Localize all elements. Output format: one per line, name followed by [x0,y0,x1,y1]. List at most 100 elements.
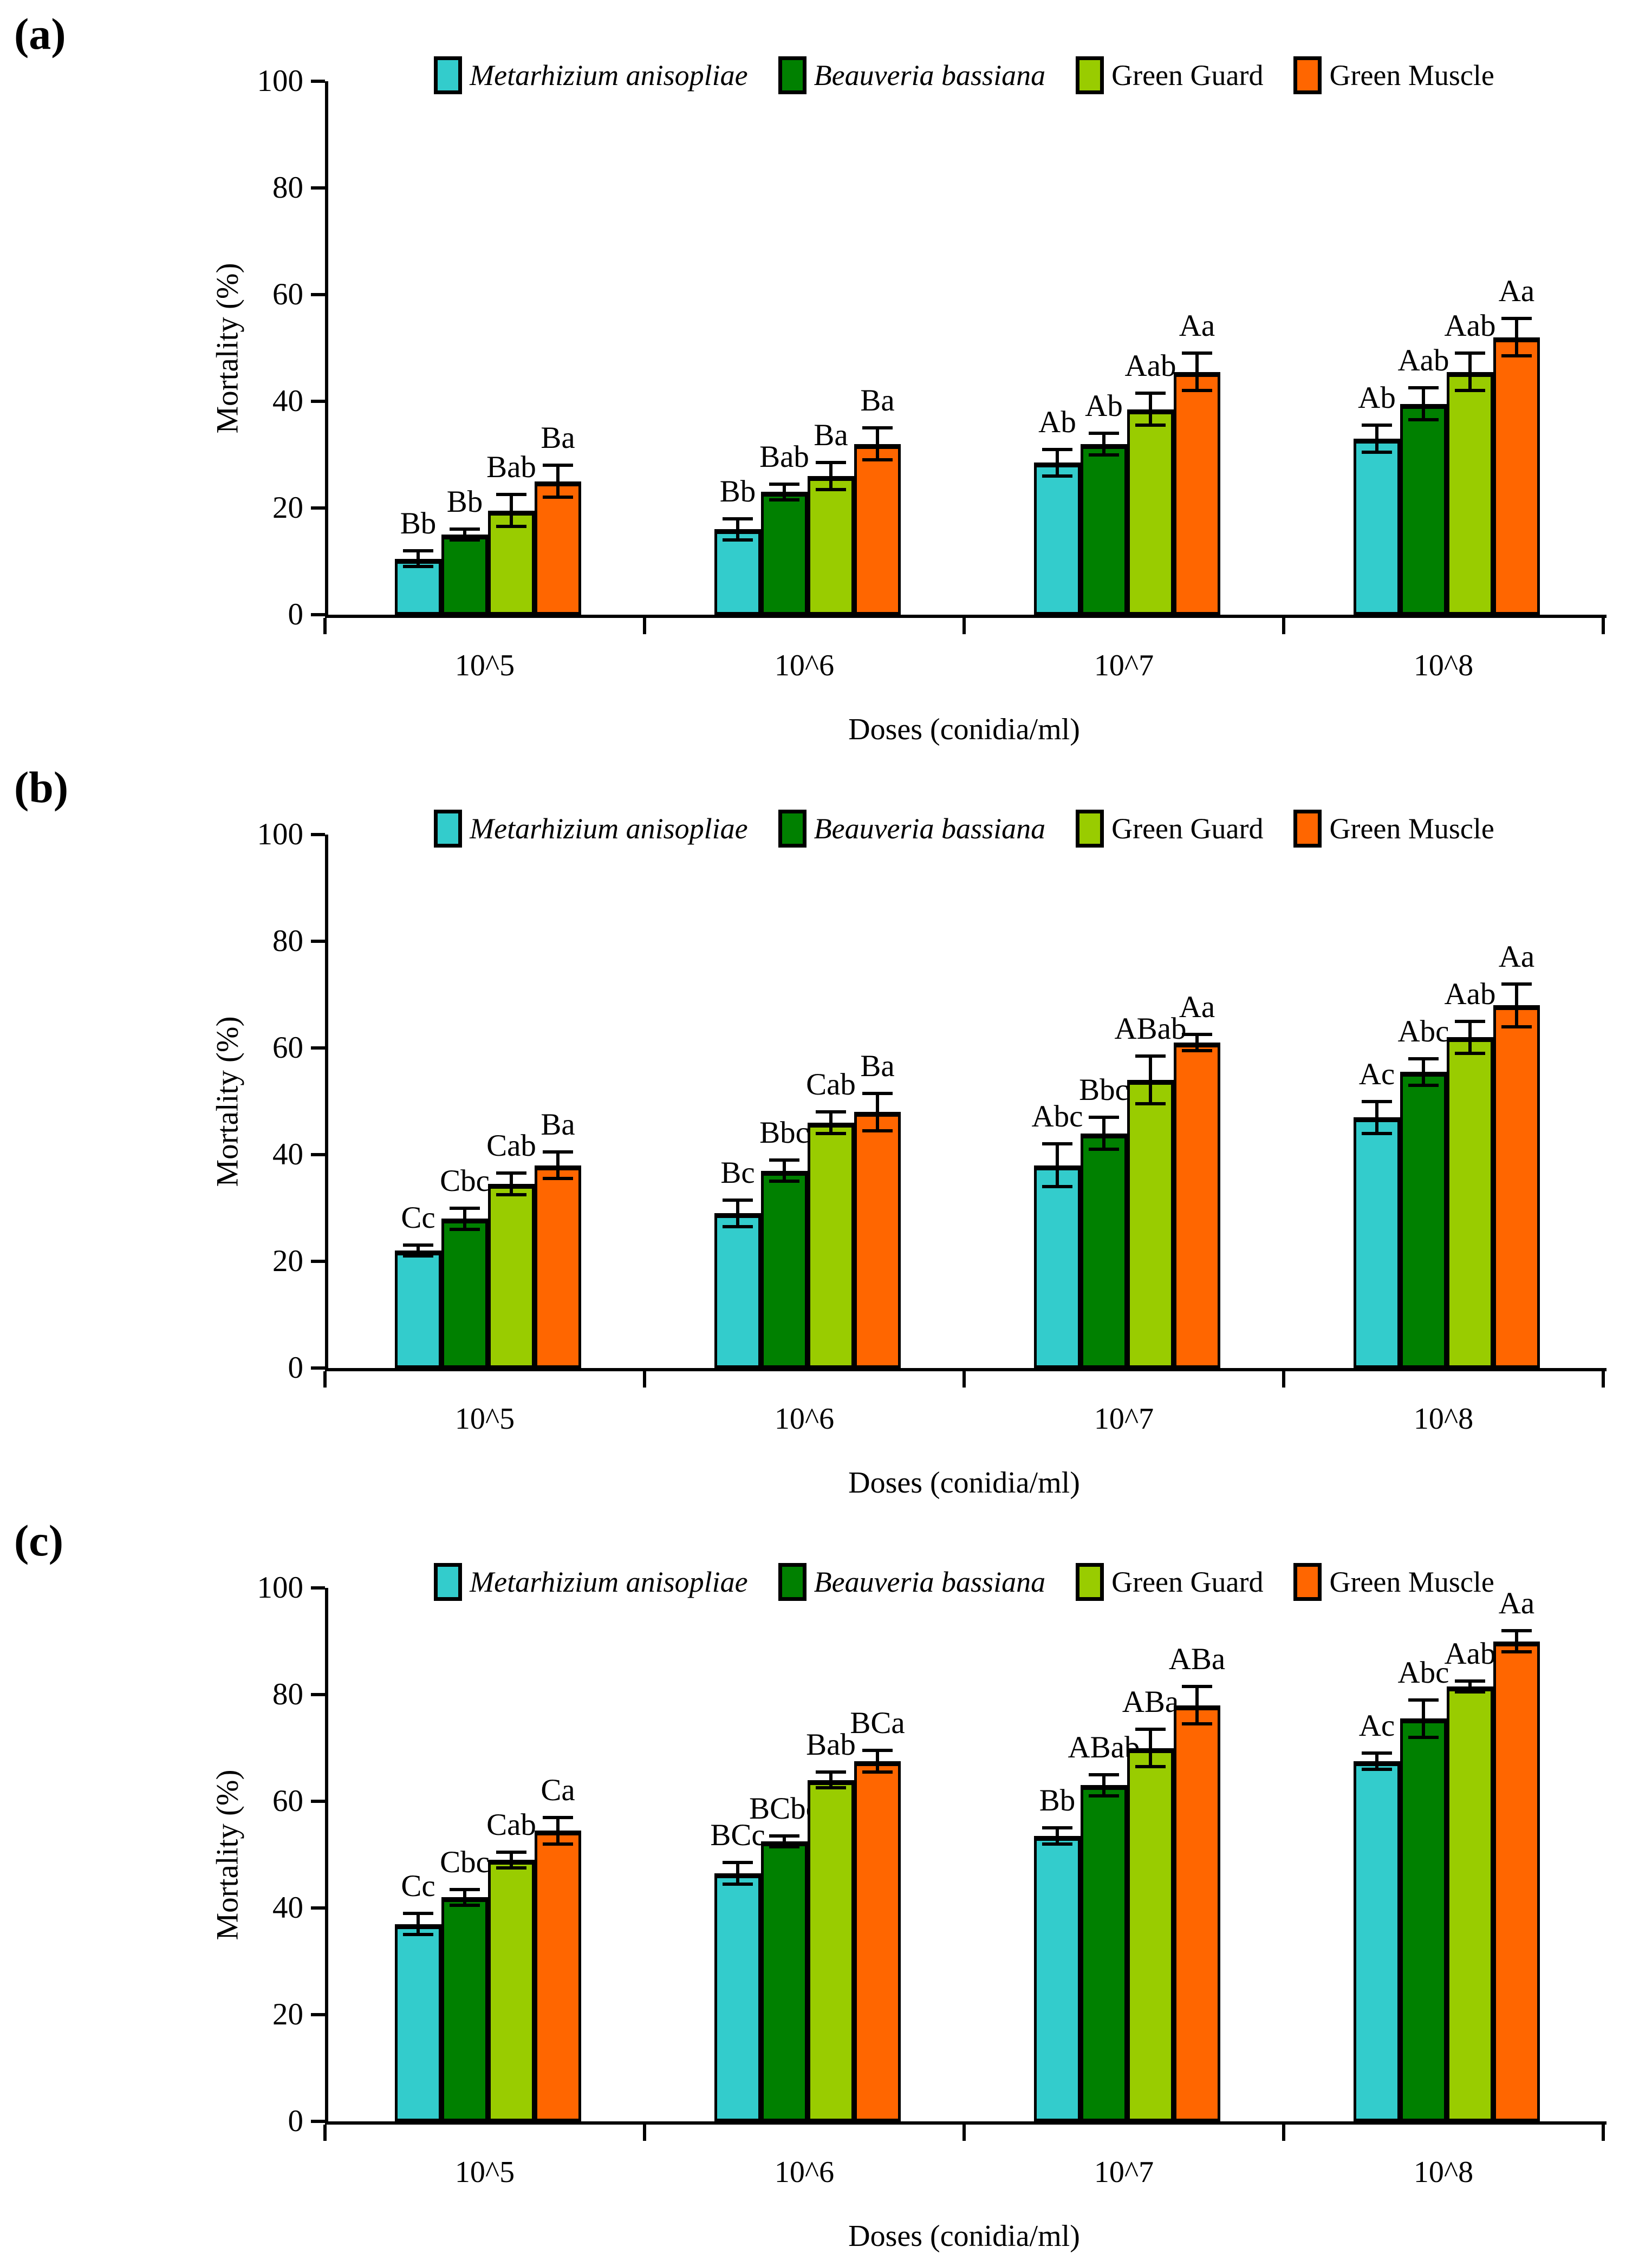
y-tick-mark [311,940,325,943]
error-bar-line [736,1200,739,1227]
bar [1127,1748,1174,2121]
error-bar-cap [450,1904,480,1907]
error-bar-cap [543,1177,573,1181]
error-bar-cap [1182,389,1212,393]
x-tick-label: 10^6 [774,649,835,682]
sig-label: Bb [719,474,756,509]
sig-label: Cab [486,1807,536,1842]
plot-area: Bb Bb Bab Ba Bb Bab Ba Ba Ab Ab Aab Aa Ab Aab Aab Aa [325,81,1607,618]
error-bar-line [1102,1774,1105,1796]
error-bar-cap [1089,1148,1119,1151]
legend-item: Green Muscle [1293,56,1494,94]
y-tick-label: 60 [272,277,303,311]
x-tick-mark [962,1371,966,1388]
x-tick-label: 10^6 [774,2155,835,2189]
legend-swatch-icon [778,810,807,848]
legend-label: Beauveria bassiana [814,812,1046,845]
legend-item: Green Guard [1076,56,1263,94]
x-axis-title: Doses (conidia/ml) [848,713,1080,746]
error-bar-line [1375,425,1378,452]
error-bar-cap [1501,982,1532,986]
panel-letter-a: (a) [14,9,66,58]
error-bar-line [783,1836,786,1847]
plot-area: Cc Cbc Cab Ba Bc Bbc Cab Ba Abc Bbc ABab Aa Ac Abc Aab… [325,835,1607,1371]
error-bar-line [1515,984,1518,1027]
error-bar-cap [1501,1025,1532,1028]
legend-label: Metarhizium anisopliae [470,59,748,92]
legend-swatch-icon [1293,56,1322,94]
sig-label: Aab [1444,309,1496,343]
error-bar-line [1056,449,1059,476]
legend-swatch-icon [1293,810,1322,848]
sig-label: Ba [814,418,848,453]
error-bar-cap [1182,351,1212,355]
error-bar-cap [1408,418,1439,422]
bar [1493,1005,1540,1368]
x-tick-mark [1282,2125,1285,2141]
error-bar-line [417,1245,420,1256]
y-tick-label: 0 [288,1351,304,1385]
bar [854,444,901,615]
sig-label: ABab [1114,1011,1187,1046]
y-tick-label: 100 [257,64,304,98]
error-bar-cap [816,1131,846,1135]
sig-label: Bbc [759,1115,809,1150]
error-bar-line [1422,1058,1425,1085]
bar [714,1873,761,2121]
y-tick-label: 80 [272,924,303,958]
sig-label: Aab [1444,976,1496,1011]
error-bar-cap [816,1770,846,1774]
error-bar-line [829,463,832,490]
y-tick-mark [311,1693,325,1696]
error-bar-cap [1182,1033,1212,1037]
bar [1400,1072,1447,1368]
legend-label: Beauveria bassiana [814,59,1046,92]
error-bar-line [463,1208,466,1229]
bar [535,1831,581,2121]
error-bar-cap [543,1815,573,1819]
y-tick-label: 60 [272,1031,303,1065]
panel-letter-c: (c) [14,1516,64,1565]
x-tick-mark [643,1371,646,1388]
y-tick-mark [311,1800,325,1803]
error-bar-cap [816,487,846,491]
sig-label: Cbc [440,1845,490,1879]
sig-label: Ca [541,1773,575,1807]
bar [1081,444,1127,615]
error-bar-line [1149,393,1152,426]
error-bar-line [1515,318,1518,356]
x-tick-mark [962,618,966,634]
legend-item: Metarhizium anisopliae [434,810,748,848]
error-bar-cap [1408,1057,1439,1060]
error-bar-line [510,1173,513,1195]
error-bar-cap [1089,432,1119,435]
x-axis-title: Doses (conidia/ml) [848,2219,1080,2253]
bar [535,1165,581,1368]
error-bar-cap [1135,424,1166,427]
legend-label: Green Guard [1111,59,1264,92]
error-bar-line [783,1160,786,1182]
sig-label: Ac [1358,1709,1395,1743]
error-bar-cap [496,1866,526,1870]
error-bar-cap [1042,1185,1072,1189]
bar [1034,1836,1081,2121]
legend-label: Green Guard [1111,1566,1264,1598]
bar [1127,409,1174,615]
y-tick-mark [311,293,325,296]
y-tick-label: 0 [288,2104,304,2138]
legend-label: Metarhizium anisopliae [470,1566,748,1598]
error-bar-cap [769,1845,799,1848]
y-tick-mark [311,400,325,403]
bar [761,1841,808,2121]
sig-label: Aab [1124,349,1176,383]
error-bar-cap [723,1861,753,1865]
error-bar-cap [1182,1685,1212,1689]
sig-label: Aa [1498,274,1535,309]
x-tick-label: 10^6 [774,1402,835,1436]
bar [1447,1686,1493,2121]
error-bar-cap [769,482,799,486]
y-tick-mark [311,1153,325,1156]
error-bar-line [463,1889,466,1906]
y-tick-label: 20 [272,1244,303,1278]
error-bar-cap [1042,1842,1072,1846]
